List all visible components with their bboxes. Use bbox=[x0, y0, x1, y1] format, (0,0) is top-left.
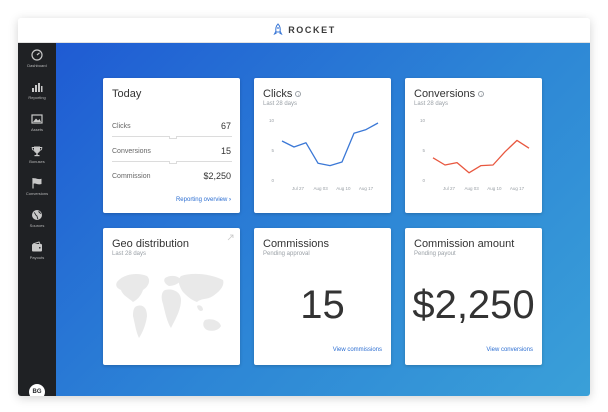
today-row-label-clicks: Clicks bbox=[112, 123, 131, 130]
clicks-line-chart: 10 5 0 Jul 27 Aug 03 Aug 10 Aug 17 bbox=[269, 118, 379, 191]
commissions-count: 15 bbox=[300, 283, 345, 327]
card-subtitle: Pending payout bbox=[414, 251, 456, 257]
card-subtitle: Last 28 days bbox=[414, 101, 449, 107]
sidebar-item-conversions[interactable]: Conversions bbox=[18, 177, 56, 207]
globe-icon bbox=[32, 210, 42, 220]
image-icon bbox=[31, 114, 43, 124]
conversions-y-tick-label: 10 bbox=[420, 118, 426, 123]
conversions-card: Conversions i Last 28 days 10 5 0 Jul 27 Aug … bbox=[405, 78, 542, 213]
card-title: Clicks i bbox=[263, 88, 302, 100]
dashboard-icon bbox=[31, 49, 43, 61]
card-title: Conversions i bbox=[414, 88, 485, 100]
trophy-icon bbox=[31, 146, 43, 157]
conversions-series-line bbox=[432, 139, 530, 174]
clicks-y-tick-label: 5 bbox=[271, 148, 274, 153]
conversions-x-tick-label: Aug 03 bbox=[465, 186, 480, 191]
sidebar: Dashboard Reporting Assets bbox=[18, 43, 56, 396]
card-title: Commissions bbox=[263, 238, 330, 250]
conversions-title: Conversions bbox=[414, 88, 476, 100]
sidebar-item-bonuses[interactable]: Bonuses bbox=[18, 145, 56, 175]
expand-icon[interactable] bbox=[227, 234, 234, 241]
card-subtitle: Last 28 days bbox=[263, 101, 298, 107]
clicks-y-tick-label: 10 bbox=[269, 118, 275, 123]
avatar[interactable]: BG bbox=[29, 384, 45, 396]
clicks-card: Clicks i Last 28 days 10 5 0 Jul 27 Aug 03 Aug… bbox=[254, 78, 391, 213]
card-title: Geo distribution bbox=[112, 238, 190, 250]
info-icon[interactable]: i bbox=[478, 91, 485, 98]
chevron-right-icon: › bbox=[229, 197, 231, 203]
commissions-card: Commissions Pending approval 15 View com… bbox=[254, 228, 391, 365]
sidebar-item-dashboard[interactable]: Dashboard bbox=[18, 49, 56, 79]
info-icon[interactable]: i bbox=[295, 91, 302, 98]
divider-notch bbox=[169, 136, 177, 139]
geo-distribution-card: Geo distribution Last 28 days bbox=[103, 228, 240, 365]
sidebar-item-label: Bonuses bbox=[29, 159, 45, 164]
view-commissions-link[interactable]: View commissions bbox=[332, 347, 382, 353]
brand[interactable]: ROCKET bbox=[272, 23, 336, 37]
card-subtitle: Pending approval bbox=[263, 251, 310, 257]
clicks-series-line bbox=[281, 122, 379, 167]
conversions-line-chart: 10 5 0 Jul 27 Aug 03 Aug 10 Aug 17 bbox=[420, 118, 530, 191]
today-row-value-clicks: 67 bbox=[220, 121, 231, 131]
card-title: Commission amount bbox=[414, 238, 515, 250]
clicks-title: Clicks bbox=[263, 88, 293, 100]
clicks-y-tick-label: 0 bbox=[271, 178, 274, 183]
wallet-icon bbox=[32, 241, 42, 252]
today-card: Today Clicks 67 Conversions 15 Commissio… bbox=[103, 78, 240, 213]
card-title: Today bbox=[112, 88, 142, 100]
dashboard-main: Today Clicks 67 Conversions 15 Commissio… bbox=[56, 43, 590, 396]
today-row-label-commission: Commission bbox=[112, 173, 151, 180]
sidebar-item-label: Payouts bbox=[29, 255, 45, 260]
link-label: Reporting overview bbox=[175, 197, 228, 203]
clicks-x-tick-label: Aug 10 bbox=[336, 186, 351, 191]
conversions-y-tick-label: 5 bbox=[422, 148, 425, 153]
conversions-x-tick-label: Jul 27 bbox=[443, 186, 456, 191]
today-row-value-conversions: 15 bbox=[220, 146, 231, 156]
conversions-x-tick-label: Aug 17 bbox=[510, 186, 525, 191]
top-bar: ROCKET bbox=[18, 18, 590, 43]
world-map bbox=[116, 273, 224, 338]
today-row-label-conversions: Conversions bbox=[112, 148, 151, 155]
view-conversions-link[interactable]: View conversions bbox=[486, 347, 533, 353]
divider-notch bbox=[169, 161, 177, 164]
clicks-x-tick-label: Aug 17 bbox=[359, 186, 374, 191]
sidebar-item-label: Assets bbox=[30, 127, 43, 132]
rocket-icon bbox=[273, 23, 283, 36]
sidebar-item-label: Conversions bbox=[25, 191, 49, 196]
sidebar-item-assets[interactable]: Assets bbox=[18, 113, 56, 143]
reporting-overview-link[interactable]: Reporting overview › bbox=[176, 197, 231, 203]
clicks-x-tick-label: Aug 03 bbox=[314, 186, 329, 191]
sidebar-item-label: Sources bbox=[29, 223, 45, 228]
sidebar-item-sources[interactable]: Sources bbox=[18, 209, 56, 239]
brand-name: ROCKET bbox=[288, 25, 336, 35]
sidebar-item-label: Dashboard bbox=[27, 63, 47, 68]
flag-icon bbox=[32, 178, 42, 189]
app-window: ROCKET Dashboard Reporting Asse bbox=[18, 18, 590, 396]
sidebar-item-reporting[interactable]: Reporting bbox=[18, 81, 56, 111]
clicks-x-tick-label: Jul 27 bbox=[292, 186, 305, 191]
commission-amount-value: $2,250 bbox=[412, 283, 535, 327]
card-subtitle: Last 28 days bbox=[112, 251, 147, 257]
sidebar-item-label: Reporting bbox=[28, 95, 46, 100]
sidebar-item-payouts[interactable]: Payouts bbox=[18, 241, 56, 271]
conversions-x-tick-label: Aug 10 bbox=[487, 186, 502, 191]
bar-chart-icon bbox=[32, 83, 43, 92]
commission-amount-card: Commission amount Pending payout $2,250 … bbox=[405, 228, 542, 365]
conversions-y-tick-label: 0 bbox=[422, 178, 425, 183]
today-row-value-commission: $2,250 bbox=[203, 171, 231, 181]
